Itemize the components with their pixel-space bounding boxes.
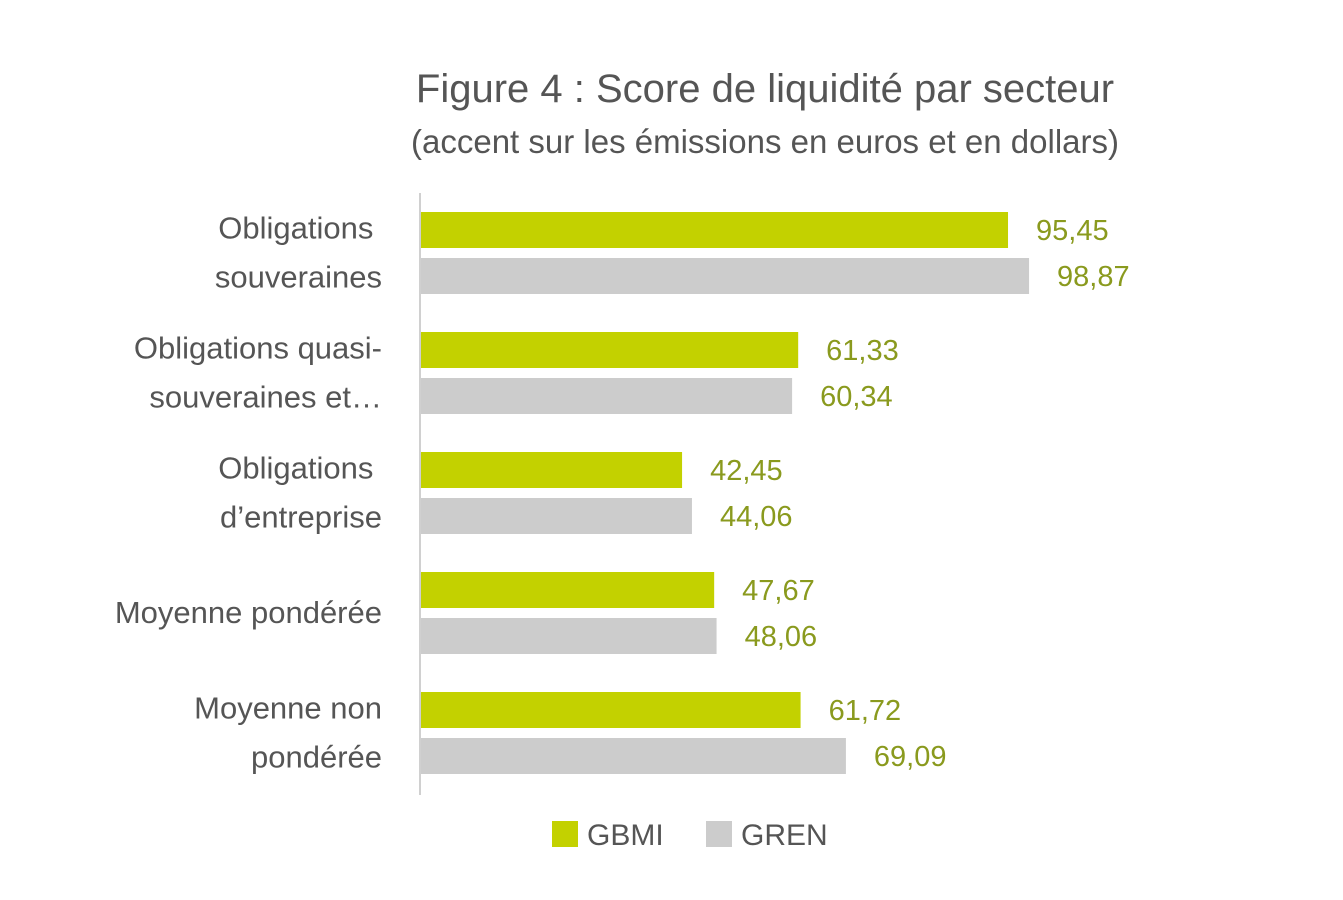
category-label-4: Moyenne non pondérée bbox=[194, 691, 382, 775]
bar-gbmi-4 bbox=[421, 692, 801, 728]
bars-group: 95,45 98,87 61,33 60,34 42,45 44,06 47,67 48,06… bbox=[421, 212, 1130, 774]
legend-swatch-gbmi bbox=[552, 821, 578, 847]
bar-gren-1 bbox=[421, 378, 793, 414]
category-labels: Obligations souveraines Obligations quasi… bbox=[115, 211, 382, 775]
legend-label-gren: GREN bbox=[741, 819, 828, 852]
bar-gbmi-1 bbox=[421, 332, 799, 368]
value-label-gren-2: 44,06 bbox=[720, 501, 793, 533]
chart-subtitle: (accent sur les émissions en euros et en… bbox=[411, 123, 1119, 160]
category-label-3: Moyenne pondérée bbox=[115, 595, 382, 630]
category-label-0: Obligations souveraines bbox=[215, 211, 382, 295]
bar-gren-3 bbox=[421, 618, 717, 654]
bar-gren-0 bbox=[421, 258, 1030, 294]
value-label-gren-3: 48,06 bbox=[745, 621, 818, 653]
legend-label-gbmi: GBMI bbox=[587, 819, 664, 852]
category-label-2: Obligations d’entreprise bbox=[218, 451, 382, 535]
value-label-gbmi-4: 61,72 bbox=[829, 695, 902, 727]
value-label-gbmi-2: 42,45 bbox=[710, 455, 783, 487]
bar-gbmi-0 bbox=[421, 212, 1009, 248]
value-label-gbmi-0: 95,45 bbox=[1036, 215, 1109, 247]
bar-gren-2 bbox=[421, 498, 692, 534]
chart-title: Figure 4 : Score de liquidité par secteu… bbox=[416, 67, 1114, 111]
legend-swatch-gren bbox=[706, 821, 732, 847]
value-label-gren-4: 69,09 bbox=[874, 741, 947, 773]
bar-gbmi-2 bbox=[421, 452, 683, 488]
value-label-gbmi-1: 61,33 bbox=[826, 335, 899, 367]
value-label-gbmi-3: 47,67 bbox=[742, 575, 815, 607]
value-label-gren-0: 98,87 bbox=[1057, 261, 1130, 293]
category-label-1: Obligations quasi-souveraines et… bbox=[134, 331, 382, 415]
value-label-gren-1: 60,34 bbox=[820, 381, 893, 413]
bar-gbmi-3 bbox=[421, 572, 715, 608]
bar-gren-4 bbox=[421, 738, 846, 774]
legend: GBMI GREN bbox=[552, 819, 828, 852]
